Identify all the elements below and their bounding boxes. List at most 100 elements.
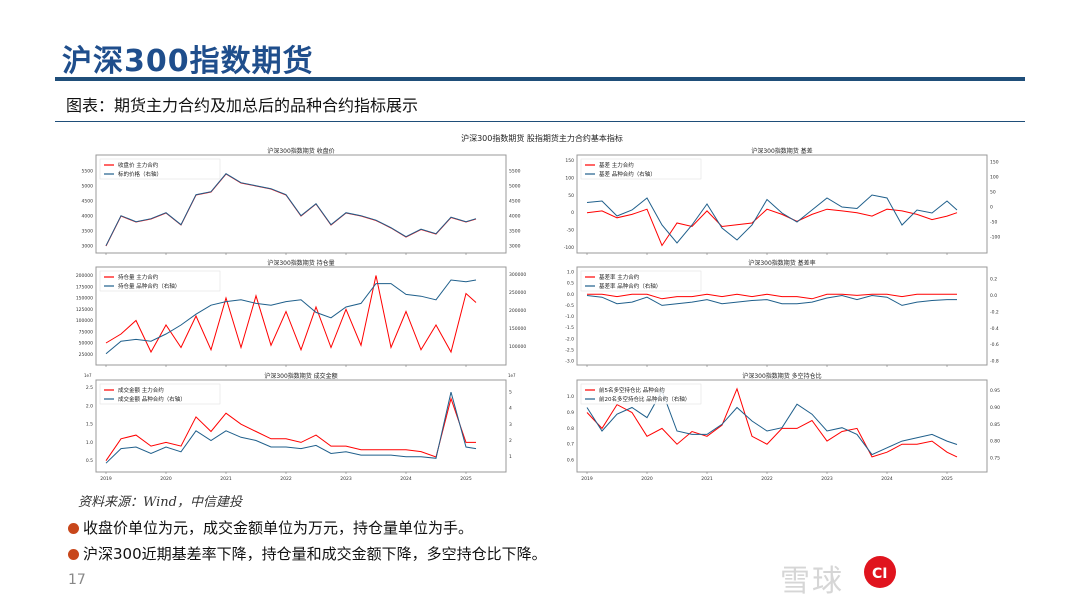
series-line-2	[105, 173, 477, 246]
y-tick-label-right: 0	[990, 205, 993, 211]
chart-panel-1: 沪深300指数期货 收盘价 3000 3500 4000 4500 5000 5500 300…	[82, 147, 521, 255]
y-tick-label-right: 50	[990, 190, 996, 196]
legend-label: 基差率 品种合约（右轴）	[599, 282, 661, 290]
figure-caption: 图表：期货主力合约及加总后的品种合约指标展示	[66, 96, 419, 115]
y-tick-label-left: 0.8	[567, 426, 574, 432]
figure-suptitle: 沪深300指数期货 股指期货主力合约基本指标	[461, 134, 623, 143]
y-tick-label-right: 2	[509, 438, 512, 444]
chart-figure: 沪深300指数期货 股指期货主力合约基本指标 沪深300指数期货 收盘价 3000…	[72, 130, 1012, 490]
logo-emblem-icon	[864, 556, 896, 588]
x-tick-label: 2024	[881, 476, 893, 482]
y-tick-label-right: -0.2	[990, 309, 999, 315]
x-tick-label: 2022	[761, 476, 773, 482]
legend-label: 基差 主力合约	[599, 161, 634, 169]
panel-title: 沪深300指数期货 基差率	[748, 259, 815, 267]
x-tick-label: 2019	[100, 476, 112, 482]
series-line-2	[586, 294, 957, 306]
y-tick-label-left: 1.0	[567, 394, 574, 400]
series-line-2	[586, 389, 958, 456]
y-tick-label-left: 0.6	[567, 458, 574, 464]
legend-label: 基差率 主力合约	[599, 273, 640, 281]
bullet-1: 收盘价单位为元，成交金额单位为万元，持仓量单位为手。	[68, 517, 473, 538]
y-tick-label-right: 0.0	[990, 293, 997, 299]
y-tick-label-right: -100	[990, 235, 1000, 241]
page-number: 17	[68, 572, 86, 588]
bullet-dot-icon	[68, 549, 79, 560]
y-tick-label-right: 0.2	[990, 277, 997, 283]
x-tick-label: 2023	[821, 476, 833, 482]
chart-panel-6: 沪深300指数期货 多空持仓比 2019 2020 2021 2022 2023 2024 2…	[567, 372, 1000, 482]
y-tick-label-right: 200000	[509, 308, 526, 314]
watermark: 雪球	[780, 564, 844, 599]
x-tick-label: 2025	[460, 476, 472, 482]
y-tick-label-left: 150000	[76, 296, 93, 302]
y-tick-label-right: 5000	[509, 184, 521, 190]
page-title: 沪深300指数期货	[62, 44, 314, 79]
y-tick-label-right: 150000	[509, 326, 526, 332]
plot-area	[576, 154, 988, 254]
y-tick-label-right: -50	[990, 220, 997, 226]
y-tick-label-right: 3	[509, 422, 512, 428]
legend-box	[99, 158, 221, 180]
legend-label: 标的价格（右轴）	[118, 170, 162, 178]
y-tick-label-right: 0.80	[990, 439, 1000, 445]
legend-label: 持仓量 主力合约	[118, 273, 159, 281]
y-tick-label-left: 0	[571, 210, 574, 216]
legend-box	[99, 383, 221, 405]
chart-panel-2: 沪深300指数期货 基差 -100 -50 0 50 100 150 -100 -50 0 50 10…	[564, 147, 1000, 255]
panel-title: 沪深300指数期货 收盘价	[267, 147, 334, 155]
y-tick-label-left: -2.0	[565, 336, 574, 342]
y-tick-label-left: 150	[565, 158, 574, 164]
legend-box	[99, 270, 221, 292]
axis-scale-label: 1e7	[508, 373, 516, 378]
china-securities-logo: CI	[860, 550, 1060, 600]
chart-panel-4: 沪深300指数期货 基差率 -3.0 -2.5 -2.0 -1.5 -1.0 -0.5 0.0…	[565, 259, 999, 367]
legend-label: 成交金额 主力合约	[118, 386, 164, 394]
y-tick-label-left: 50000	[79, 341, 93, 347]
y-tick-label-left: 1.5	[86, 422, 93, 428]
y-tick-label-left: -50	[567, 227, 574, 233]
y-tick-label-right: 0.95	[990, 388, 1000, 394]
legend-box	[580, 158, 702, 180]
x-tick-label: 2023	[340, 476, 352, 482]
caption-divider	[55, 121, 1025, 122]
y-tick-label-right: 0.75	[990, 455, 1000, 461]
bullet-dot-icon	[68, 523, 79, 534]
bullet-text: 收盘价单位为元，成交金额单位为万元，持仓量单位为手。	[83, 519, 474, 537]
y-tick-label-right: 250000	[509, 290, 526, 296]
series-line-1	[105, 275, 477, 354]
y-tick-label-right: 0.85	[990, 422, 1000, 428]
legend-label: 基差 品种合约（右轴）	[599, 170, 656, 178]
y-tick-label-left: 3500	[82, 229, 94, 235]
y-tick-label-left: 175000	[76, 284, 93, 290]
source-note: 资料来源：Wind，中信建投	[78, 495, 242, 510]
y-tick-label-right: 3500	[509, 229, 521, 235]
y-tick-label-left: -1.0	[565, 314, 574, 320]
y-tick-label-left: 0.7	[567, 442, 574, 448]
charts-svg: 沪深300指数期货 收盘价300035004000450050005500300…	[76, 147, 1001, 482]
legend-label: 持仓量 品种合约（右轴）	[118, 282, 180, 290]
series-line-1	[105, 396, 476, 461]
y-tick-label-left: 0.9	[567, 410, 574, 416]
y-tick-label-left: 5000	[82, 184, 94, 190]
series-line-2	[105, 279, 477, 355]
x-tick-label: 2022	[280, 476, 292, 482]
series-line-2	[105, 391, 477, 464]
y-tick-label-right: 4000	[509, 214, 521, 220]
y-tick-label-right: 1	[509, 454, 512, 460]
x-tick-label: 2019	[581, 476, 593, 482]
series-line-1	[586, 387, 958, 458]
panel-title: 沪深300指数期货 基差	[751, 147, 812, 155]
y-tick-label-left: 75000	[79, 329, 93, 335]
panel-title: 沪深300指数期货 成交金额	[264, 372, 337, 380]
y-tick-label-right: 300000	[509, 272, 526, 278]
y-tick-label-left: 50	[568, 193, 574, 199]
y-tick-label-left: 100000	[76, 318, 93, 324]
panel-title: 沪深300指数期货 持仓量	[267, 259, 334, 267]
y-tick-label-left: 4000	[82, 214, 94, 220]
legend-box	[580, 383, 702, 405]
y-tick-label-right: -0.8	[990, 359, 999, 365]
x-tick-label: 2021	[220, 476, 232, 482]
